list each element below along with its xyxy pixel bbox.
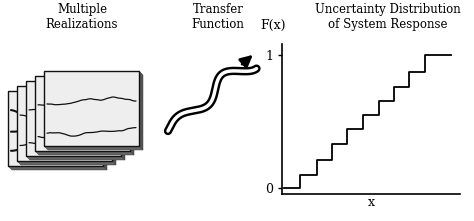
Bar: [8, 91, 103, 166]
Polygon shape: [44, 146, 143, 150]
Polygon shape: [139, 71, 143, 150]
Bar: [17, 86, 112, 161]
Text: Transfer
Function: Transfer Function: [191, 3, 245, 31]
Bar: [26, 81, 121, 156]
Polygon shape: [26, 156, 125, 160]
Polygon shape: [103, 91, 107, 170]
Polygon shape: [112, 86, 116, 165]
Bar: [35, 76, 130, 151]
Polygon shape: [8, 166, 107, 170]
Polygon shape: [121, 81, 125, 160]
X-axis label: x: x: [367, 196, 374, 209]
Polygon shape: [17, 161, 116, 165]
Polygon shape: [35, 151, 134, 155]
Text: F(x): F(x): [261, 19, 286, 32]
Bar: [44, 71, 139, 146]
Text: Multiple
Realizations: Multiple Realizations: [46, 3, 118, 31]
Polygon shape: [130, 76, 134, 155]
Text: Uncertainty Distribution
of System Response: Uncertainty Distribution of System Respo…: [315, 3, 461, 31]
